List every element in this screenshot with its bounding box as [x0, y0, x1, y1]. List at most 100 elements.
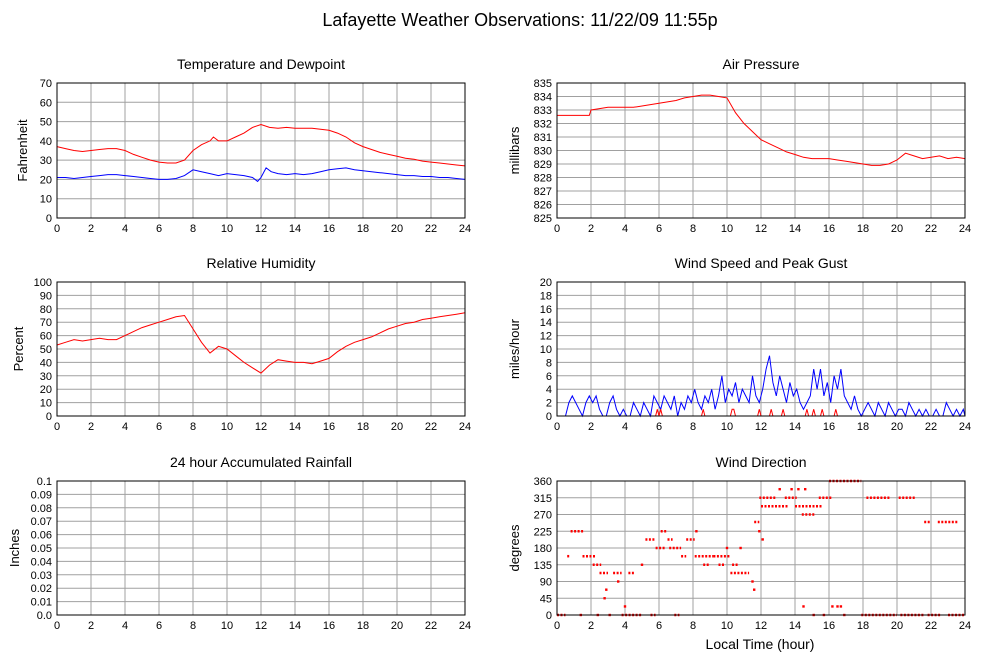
y-tick-label: 60 — [40, 331, 52, 343]
y-axis-label: Fahrenheit — [15, 119, 30, 182]
direction-point — [695, 530, 698, 533]
y-tick-label: 0 — [46, 411, 52, 423]
x-tick-label: 10 — [721, 421, 733, 433]
x-tick-label: 20 — [391, 421, 403, 433]
x-tick-label: 20 — [891, 223, 903, 235]
x-tick-label: 18 — [357, 620, 369, 632]
x-tick-label: 4 — [622, 223, 628, 235]
x-tick-label: 6 — [156, 223, 162, 235]
x-axis-label: Local Time (hour) — [706, 636, 815, 652]
direction-point — [790, 487, 793, 491]
x-tick-label: 10 — [221, 223, 233, 235]
x-tick-label: 12 — [255, 620, 267, 632]
y-tick-label: 90 — [40, 290, 52, 302]
y-tick-label: 70 — [40, 317, 52, 329]
x-tick-label: 8 — [690, 421, 696, 433]
direction-point — [836, 605, 839, 608]
x-tick-label: 8 — [190, 620, 196, 632]
x-tick-label: 0 — [554, 223, 560, 235]
y-tick-label: 100 — [34, 277, 52, 289]
chart-direction: 0 2 4 6 8 10 12 14 16 18 20 22 240459013518022527031… — [507, 454, 971, 632]
y-tick-label: 831 — [534, 132, 552, 144]
y-tick-label: 0.04 — [31, 556, 52, 568]
x-tick-label: 6 — [656, 421, 662, 433]
plot-frame — [56, 82, 466, 219]
x-tick-label: 14 — [789, 620, 801, 632]
y-tick-label: 20 — [40, 174, 52, 186]
direction-point — [802, 605, 805, 608]
y-tick-label: 20 — [40, 384, 52, 396]
x-tick-label: 10 — [221, 620, 233, 632]
y-tick-label: 0.02 — [31, 583, 52, 595]
x-tick-label: 4 — [622, 421, 628, 433]
y-tick-label: 315 — [534, 493, 552, 505]
x-tick-label: 16 — [323, 421, 335, 433]
y-tick-label: 18 — [540, 290, 552, 302]
y-tick-label: 0.01 — [31, 597, 52, 609]
x-tick-label: 22 — [925, 620, 937, 632]
y-tick-label: 0.03 — [31, 570, 52, 582]
y-tick-label: 60 — [40, 97, 52, 109]
x-tick-label: 10 — [721, 620, 733, 632]
y-tick-label: 50 — [40, 344, 52, 356]
y-tick-label: 10 — [540, 344, 552, 356]
x-tick-label: 12 — [255, 223, 267, 235]
x-tick-label: 4 — [622, 620, 628, 632]
direction-point — [725, 546, 729, 550]
y-tick-label: 0.07 — [31, 516, 52, 528]
x-tick-label: 20 — [891, 620, 903, 632]
x-tick-label: 22 — [925, 223, 937, 235]
chart-title: 24 hour Accumulated Rainfall — [170, 454, 352, 470]
temp-series-1 — [57, 167, 466, 183]
x-tick-label: 8 — [190, 421, 196, 433]
x-tick-label: 0 — [554, 620, 560, 632]
x-tick-label: 16 — [823, 421, 835, 433]
y-tick-label: 12 — [540, 331, 552, 343]
y-tick-label: 30 — [40, 371, 52, 383]
direction-point — [605, 588, 608, 591]
x-tick-label: 12 — [755, 620, 767, 632]
y-tick-label: 0 — [546, 610, 552, 622]
x-tick-label: 10 — [721, 223, 733, 235]
y-tick-label: 833 — [534, 105, 552, 117]
x-tick-label: 6 — [656, 223, 662, 235]
x-tick-label: 4 — [122, 421, 128, 433]
y-tick-label: 834 — [534, 92, 552, 104]
y-tick-label: 50 — [40, 117, 52, 129]
direction-point — [623, 605, 627, 608]
x-tick-label: 24 — [959, 223, 971, 235]
x-tick-label: 14 — [289, 421, 301, 433]
plot-frame — [56, 480, 466, 616]
y-tick-label: 8 — [546, 357, 552, 369]
x-tick-label: 16 — [823, 620, 835, 632]
x-tick-label: 0 — [554, 421, 560, 433]
y-tick-label: 829 — [534, 159, 552, 171]
plot-frame — [556, 480, 966, 616]
y-tick-label: 826 — [534, 200, 552, 212]
temp-series-0 — [56, 123, 466, 167]
pressure-series-0 — [557, 94, 966, 166]
y-tick-label: 180 — [534, 543, 552, 555]
y-tick-label: 14 — [540, 317, 552, 329]
x-tick-label: 0 — [54, 620, 60, 632]
plot-frame — [556, 281, 966, 417]
direction-point — [778, 487, 781, 491]
x-tick-label: 24 — [959, 620, 971, 632]
x-tick-label: 18 — [357, 223, 369, 235]
chart-rain: 0 2 4 6 8 10 12 14 16 18 20 22 240.00.010.020.030.04… — [7, 454, 471, 632]
y-tick-label: 0.09 — [31, 489, 52, 501]
y-axis-label: millibars — [507, 126, 522, 174]
y-tick-label: 825 — [534, 213, 552, 225]
x-tick-label: 6 — [656, 620, 662, 632]
y-tick-label: 80 — [40, 304, 52, 316]
plot-frame — [556, 82, 966, 219]
x-tick-label: 2 — [88, 223, 94, 235]
x-tick-label: 8 — [690, 223, 696, 235]
direction-point — [797, 487, 800, 491]
x-tick-label: 2 — [588, 620, 594, 632]
x-tick-label: 20 — [891, 421, 903, 433]
chart-title: Relative Humidity — [207, 255, 316, 271]
chart-title: Temperature and Dewpoint — [177, 56, 345, 72]
x-tick-label: 12 — [255, 421, 267, 433]
